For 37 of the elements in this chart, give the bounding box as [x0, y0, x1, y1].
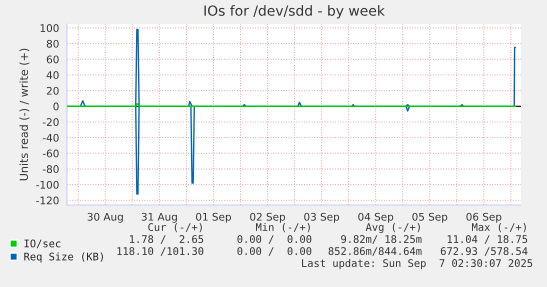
x-tick-label: 06 Sep: [466, 212, 502, 223]
x-tick-label: 01 Sep: [196, 212, 231, 223]
text: 852.86m/844.64m: [328, 247, 422, 256]
y-tick-label: -40: [42, 134, 59, 142]
x-tick-label: 04 Sep: [358, 212, 394, 223]
text: 0.00 / 0.00: [237, 247, 312, 256]
y-tick-label: -80: [42, 165, 59, 174]
legend-label: IO/sec: [24, 240, 60, 248]
y-tick-label: 80: [46, 40, 59, 48]
y-axis-title: Units read (-) / write (+): [19, 48, 30, 180]
text: 9.82m/ 18.25m: [341, 235, 422, 244]
x-tick-label: 31 Aug: [142, 212, 177, 223]
y-tick-label: 60: [46, 55, 59, 64]
text: 672.93 /578.54: [440, 247, 528, 256]
text: 0.00 / 0.00: [237, 235, 312, 244]
y-tick-label: 20: [46, 86, 59, 95]
x-tick-label: 05 Sep: [412, 212, 448, 223]
legend-label: Req Size (KB): [24, 252, 103, 263]
x-tick-label: 03 Sep: [304, 212, 340, 223]
y-tick-label: -100: [36, 180, 59, 189]
text: Cur (-/+): [148, 223, 202, 232]
text: Last update: Sun Sep 7 02:30:07 2025: [302, 258, 532, 270]
y-tick-label: -120: [36, 196, 59, 204]
text: 1.78 / 2.65: [130, 235, 204, 244]
y-tick-label: -60: [42, 150, 59, 158]
text: 11.04 / 18.75: [448, 235, 528, 244]
text: Max (-/+): [472, 223, 526, 232]
text: Avg (-/+): [366, 222, 420, 234]
chart-title: IOs for /dev/sdd - by week: [204, 5, 385, 19]
y-tick-label: -20: [42, 118, 59, 126]
y-tick-label: 100: [40, 24, 59, 32]
x-tick-label: 02 Sep: [250, 212, 286, 223]
text: 118.10 /101.30: [117, 247, 204, 256]
y-tick-label: 40: [46, 71, 59, 80]
y-tick-label: 0: [53, 102, 59, 110]
text: Min (-/+): [256, 222, 310, 232]
x-tick-label: 30 Aug: [88, 212, 123, 223]
